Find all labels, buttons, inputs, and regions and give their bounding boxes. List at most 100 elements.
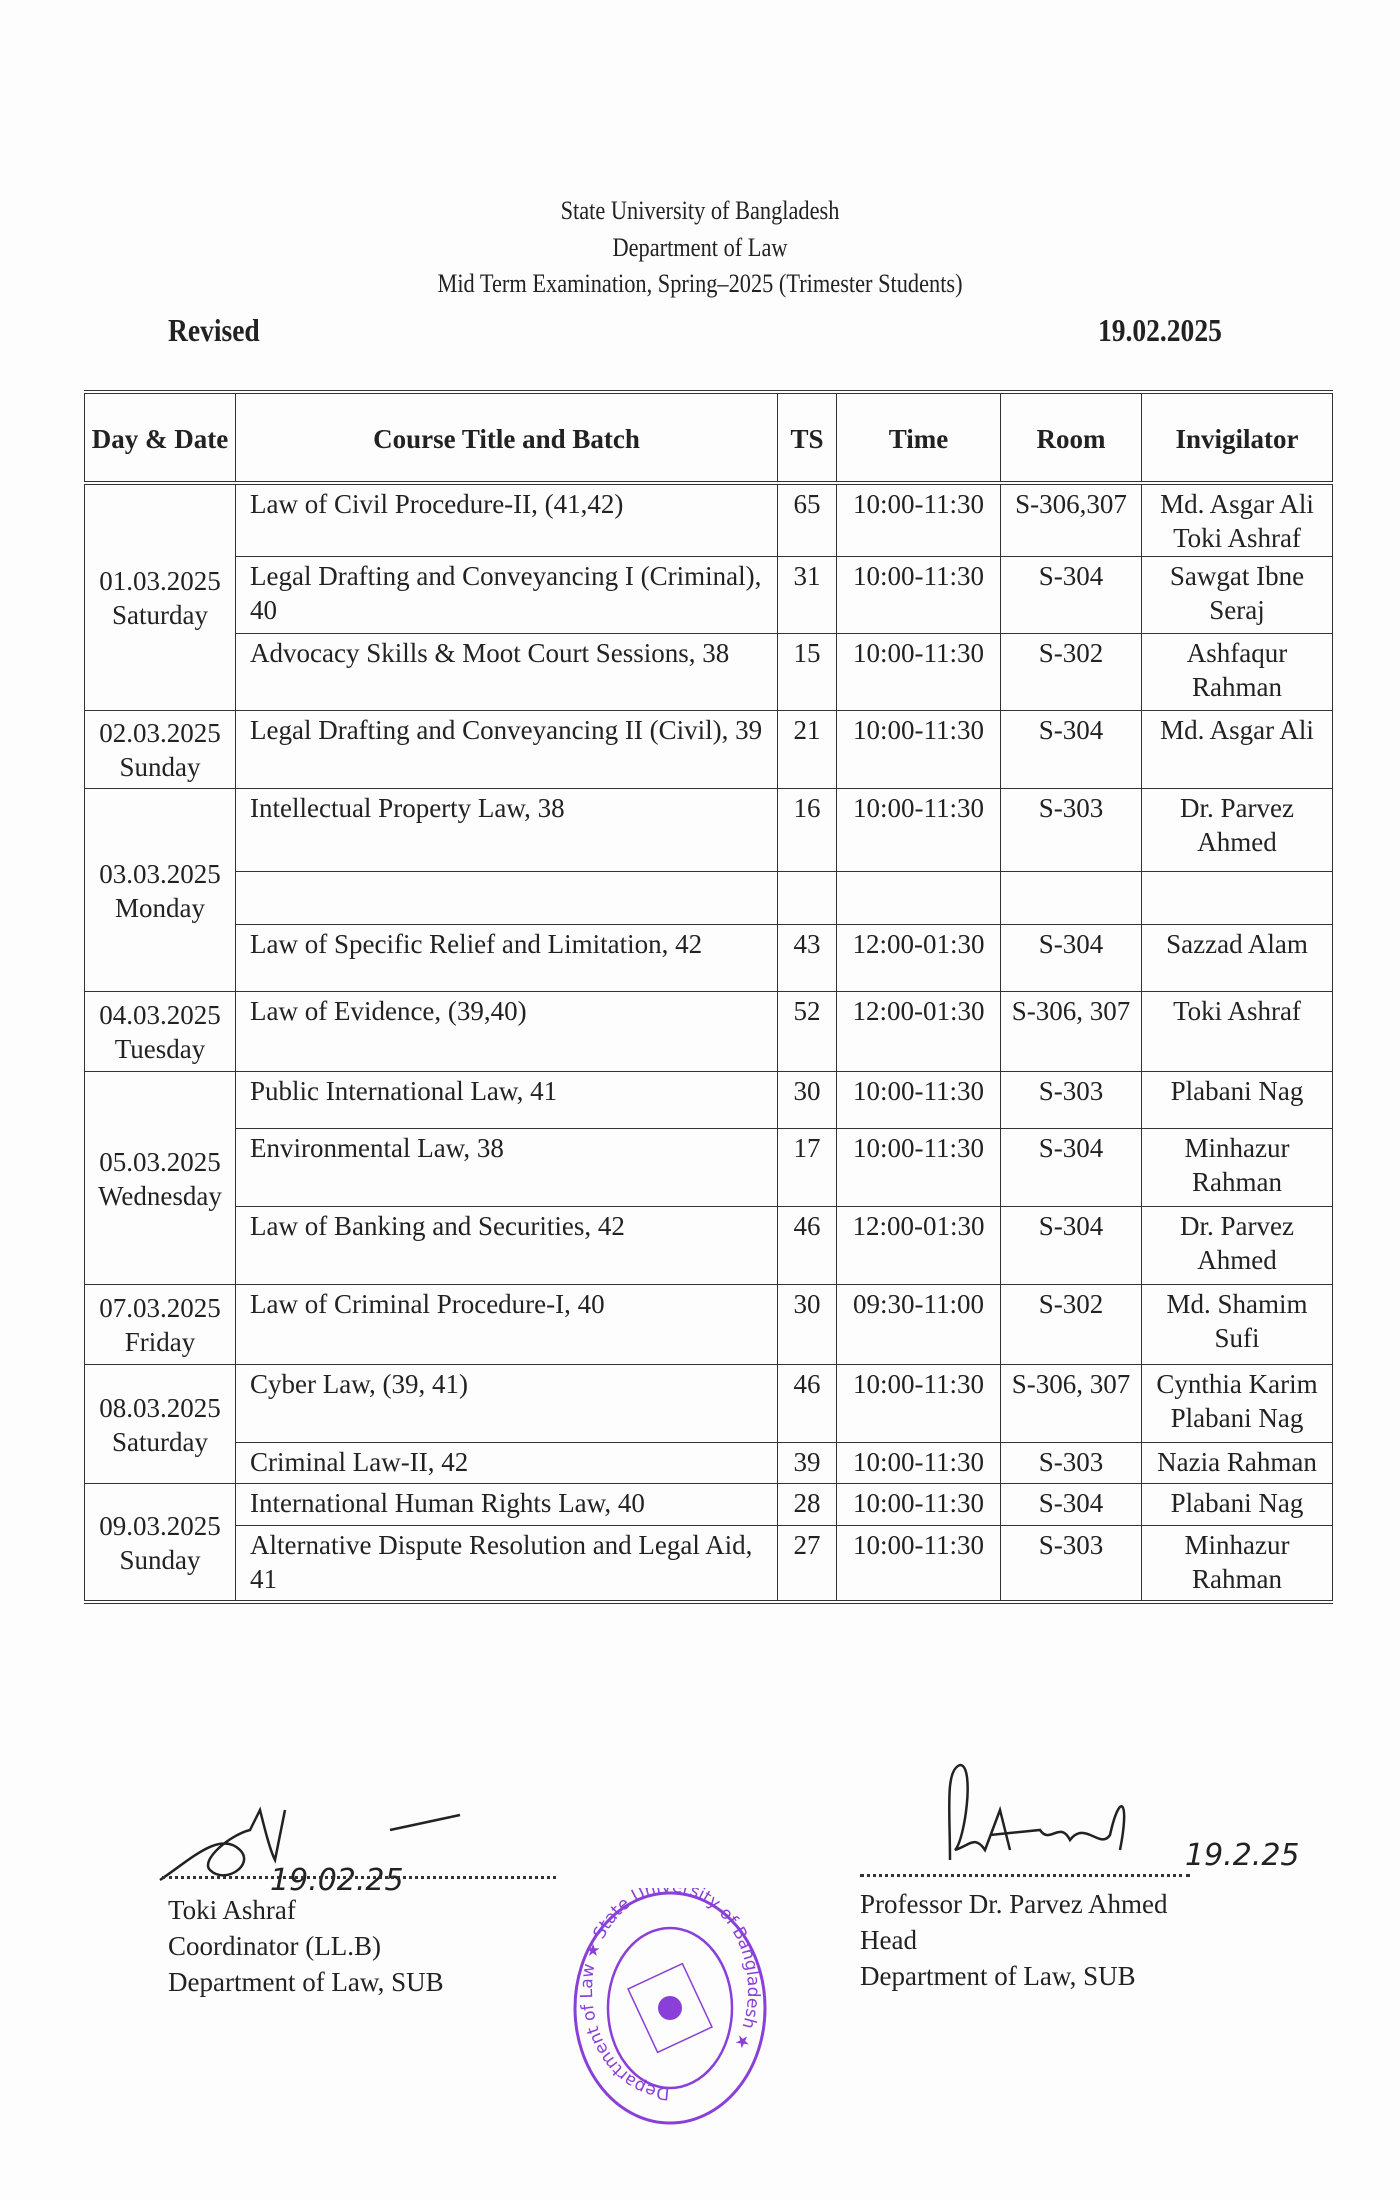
right-signature: 19.2.25 bbox=[947, 1763, 1300, 1873]
table-row: Advocacy Skills & Moot Court Sessions, 3… bbox=[85, 632, 1333, 711]
time-cell: 10:00-11:30 bbox=[836, 787, 1001, 872]
notice-date: 19.02.2025 bbox=[1098, 312, 1222, 348]
exam-date: 05.03.2025 bbox=[99, 1146, 221, 1177]
table-row: 07.03.2025 Friday Law of Criminal Procedur… bbox=[84, 1283, 1333, 1365]
course-cell: Cyber Law, (39, 41) bbox=[235, 1363, 778, 1443]
time-cell: 10:00-11:30 bbox=[836, 709, 1001, 789]
invigilator-cell: Md. Asgar Ali bbox=[1141, 709, 1333, 789]
room-cell: S-303 bbox=[1000, 1070, 1142, 1129]
right-signatory-name: Professor Dr. Parvez Ahmed bbox=[860, 1889, 1168, 1919]
time-cell: 10:00-11:30 bbox=[836, 482, 1001, 557]
table-row: Law of Specific Relief and Limitation, 4… bbox=[85, 923, 1333, 992]
day-date-cell: 02.03.2025 Sunday bbox=[84, 709, 236, 789]
exam-schedule-table: Day & Date Course Title and Batch TS Tim… bbox=[84, 390, 1333, 1604]
exam-date: 02.03.2025 bbox=[99, 718, 221, 748]
invigilator-cell: Md. Asgar Ali Toki Ashraf bbox=[1141, 482, 1333, 557]
table-row: Criminal Law-II, 42 39 10:00-11:30 S-303… bbox=[85, 1441, 1333, 1484]
invigilator-cell: Toki Ashraf bbox=[1141, 990, 1333, 1072]
left-signatory-dept: Department of Law, SUB bbox=[168, 1967, 444, 1997]
table-row: 01.03.2025 Saturday Law of Civil Procedure… bbox=[84, 482, 1333, 711]
table-row: Environmental Law, 38 17 10:00-11:30 S-3… bbox=[85, 1127, 1333, 1207]
table-row: Law of Banking and Securities, 42 46 12:… bbox=[85, 1205, 1333, 1285]
exam-title: Mid Term Examination, Spring–2025 (Trime… bbox=[437, 269, 963, 298]
left-signature-line bbox=[162, 1876, 556, 1879]
university-name: State University of Bangladesh bbox=[560, 196, 840, 225]
left-signature: 19.02.25 bbox=[159, 1806, 461, 1898]
ts-cell: 46 bbox=[777, 1205, 837, 1285]
left-signed-date: 19.02.25 bbox=[270, 1863, 404, 1898]
ts-cell bbox=[777, 870, 837, 925]
course-cell: Law of Banking and Securities, 42 bbox=[235, 1205, 778, 1285]
room-cell: S-303 bbox=[1000, 787, 1142, 872]
table-header-row: Day & Date Course Title and Batch TS Tim… bbox=[84, 391, 1333, 485]
day-date-cell: 04.03.2025 Tuesday bbox=[84, 990, 236, 1072]
exam-day: Monday bbox=[115, 892, 205, 923]
exam-day: Friday bbox=[124, 1327, 196, 1357]
col-header-invigilator: Invigilator bbox=[1141, 391, 1333, 485]
room-cell: S-304 bbox=[1000, 1482, 1142, 1526]
invigilator-cell: Cynthia Karim Plabani Nag bbox=[1141, 1363, 1333, 1443]
invigilator-cell: Sawgat Ibne Seraj bbox=[1141, 555, 1333, 634]
svg-text:Department of Law ★ State Univ: Department of Law ★ State University of … bbox=[577, 1888, 763, 2103]
table-row bbox=[85, 870, 1333, 925]
revised-label: Revised bbox=[168, 312, 260, 348]
ts-cell: 46 bbox=[777, 1363, 837, 1443]
room-cell: S-306,307 bbox=[1000, 482, 1142, 557]
day-date-cell: 05.03.2025 Wednesday bbox=[84, 1070, 236, 1285]
ts-cell: 17 bbox=[777, 1127, 837, 1207]
day-date-cell: 07.03.2025 Friday bbox=[84, 1283, 236, 1365]
room-cell: S-303 bbox=[1000, 1524, 1142, 1603]
table-row: Alternative Dispute Resolution and Legal… bbox=[85, 1524, 1333, 1603]
time-cell bbox=[836, 870, 1001, 925]
room-cell: S-306, 307 bbox=[1000, 1363, 1142, 1443]
exam-day: Saturday bbox=[112, 600, 208, 631]
course-cell: Alternative Dispute Resolution and Legal… bbox=[235, 1524, 778, 1603]
invigilator-cell: Md. Shamim Sufi bbox=[1141, 1283, 1333, 1365]
course-cell: Law of Civil Procedure-II, (41,42) bbox=[235, 482, 778, 557]
exam-date: 07.03.2025 bbox=[99, 1293, 221, 1323]
time-cell: 10:00-11:30 bbox=[836, 1441, 1001, 1484]
exam-day: Saturday bbox=[112, 1426, 208, 1457]
course-cell: Advocacy Skills & Moot Court Sessions, 3… bbox=[235, 632, 778, 711]
exam-day: Wednesday bbox=[98, 1180, 222, 1211]
invigilator-cell: Nazia Rahman bbox=[1141, 1441, 1333, 1484]
ts-cell: 30 bbox=[777, 1283, 837, 1365]
course-cell: Law of Evidence, (39,40) bbox=[235, 990, 778, 1072]
course-cell: Intellectual Property Law, 38 bbox=[235, 787, 778, 872]
exam-day: Tuesday bbox=[114, 1034, 206, 1064]
right-signature-line bbox=[860, 1874, 1190, 1877]
right-signed-date: 19.2.25 bbox=[1185, 1838, 1300, 1873]
right-signatory-dept: Department of Law, SUB bbox=[860, 1961, 1136, 1991]
room-cell: S-302 bbox=[1000, 1283, 1142, 1365]
day-date-cell: 09.03.2025 Sunday bbox=[84, 1482, 236, 1603]
day-date-cell: 03.03.2025 Monday bbox=[84, 787, 236, 992]
invigilator-cell: Plabani Nag bbox=[1141, 1482, 1333, 1526]
course-cell bbox=[235, 870, 778, 925]
table-row: 08.03.2025 Saturday Cyber Law, (39, 41) 46… bbox=[84, 1363, 1333, 1484]
room-cell: S-304 bbox=[1000, 555, 1142, 634]
room-cell: S-306, 307 bbox=[1000, 990, 1142, 1072]
ts-cell: 16 bbox=[777, 787, 837, 872]
time-cell: 12:00-01:30 bbox=[836, 923, 1001, 992]
invigilator-cell bbox=[1141, 870, 1333, 925]
col-header-course: Course Title and Batch bbox=[235, 391, 778, 485]
department-stamp: Department of Law ★ State University of … bbox=[573, 1888, 767, 2125]
invigilator-cell: Minhazur Rahman bbox=[1141, 1127, 1333, 1207]
course-cell: Public International Law, 41 bbox=[235, 1070, 778, 1129]
table-row: Legal Drafting and Conveyancing I (Crimi… bbox=[85, 555, 1333, 634]
exam-date: 01.03.2025 bbox=[99, 566, 221, 597]
table-row: 05.03.2025 Wednesday Public International … bbox=[84, 1070, 1333, 1285]
ts-cell: 27 bbox=[777, 1524, 837, 1603]
exam-date: 03.03.2025 bbox=[99, 858, 221, 889]
invigilator-cell: Sazzad Alam bbox=[1141, 923, 1333, 992]
course-cell: Legal Drafting and Conveyancing I (Crimi… bbox=[235, 555, 778, 634]
course-cell: Law of Criminal Procedure-I, 40 bbox=[235, 1283, 778, 1365]
room-cell: S-304 bbox=[1000, 709, 1142, 789]
invigilator-cell: Dr. Parvez Ahmed bbox=[1141, 1205, 1333, 1285]
room-cell bbox=[1000, 870, 1142, 925]
col-header-room: Room bbox=[1000, 391, 1142, 485]
time-cell: 10:00-11:30 bbox=[836, 1482, 1001, 1526]
room-cell: S-302 bbox=[1000, 632, 1142, 711]
ts-cell: 15 bbox=[777, 632, 837, 711]
department-name: Department of Law bbox=[612, 233, 788, 262]
